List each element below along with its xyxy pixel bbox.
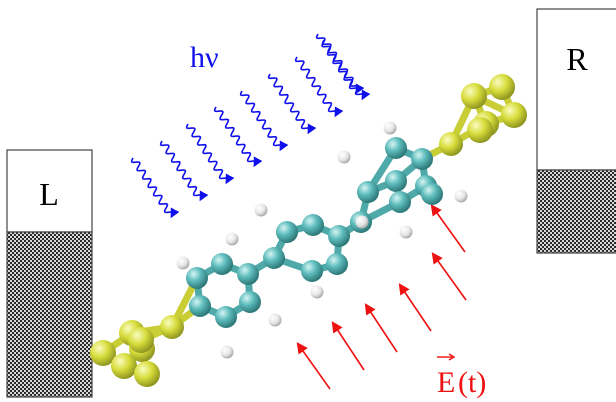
gold-atom xyxy=(461,83,487,109)
photon-wave xyxy=(159,140,209,202)
carbon-atom xyxy=(186,267,208,289)
hydrogen-atom xyxy=(337,150,351,164)
carbon-atom xyxy=(421,183,443,205)
photon-wave xyxy=(185,123,235,185)
carbon-atom xyxy=(389,191,411,213)
hydrogen-atom xyxy=(355,215,369,229)
photon-wave xyxy=(267,73,317,135)
photon-label: hν xyxy=(190,41,219,74)
gold-atom xyxy=(489,74,515,100)
carbon-atom xyxy=(302,214,324,236)
carbon-atom xyxy=(263,247,285,269)
hydrogen-atom xyxy=(254,203,268,217)
field-arrows xyxy=(296,204,467,390)
gold-atom xyxy=(128,327,154,353)
hydrogen-atom xyxy=(383,121,397,135)
molecule xyxy=(90,74,527,387)
carbon-atom xyxy=(328,225,350,247)
hydrogen-atom xyxy=(225,232,239,246)
hydrogen-atom xyxy=(399,225,413,239)
sulfur-atom xyxy=(439,132,463,156)
field-arrow xyxy=(430,204,466,253)
field-arrow xyxy=(331,321,365,371)
field-arrow xyxy=(431,252,467,301)
hydrogen-atom xyxy=(310,285,324,299)
hydrogen-atom xyxy=(454,189,468,203)
right-electrode: R xyxy=(536,8,616,254)
carbon-atom xyxy=(301,260,323,282)
hydrogen-atom xyxy=(176,256,190,270)
carbon-atom xyxy=(239,291,261,313)
field-arrow xyxy=(296,342,331,390)
carbon-atom xyxy=(237,263,259,285)
right-electrode-label: R xyxy=(566,41,588,77)
sulfur-atom xyxy=(160,315,184,339)
gold-atom xyxy=(134,361,160,387)
carbon-atom xyxy=(357,181,379,203)
photon-wave xyxy=(213,106,263,168)
field-label: E (t) xyxy=(437,353,486,399)
photon-wave xyxy=(130,157,180,219)
carbon-atom xyxy=(215,306,237,328)
left-electrode: L xyxy=(6,149,93,398)
left-electrode-body xyxy=(6,231,93,398)
gold-atom xyxy=(501,102,527,128)
photon-wave xyxy=(239,90,289,152)
photon-wave xyxy=(294,56,344,118)
carbon-atom xyxy=(385,137,407,159)
left-electrode-label: L xyxy=(39,176,59,212)
hydrogen-atom xyxy=(220,345,234,359)
photon-wave xyxy=(315,33,365,95)
carbon-atom xyxy=(326,253,348,275)
field-symbol: E xyxy=(437,366,455,399)
gold-atom xyxy=(111,353,137,379)
carbon-atom xyxy=(276,221,298,243)
molecule-atoms xyxy=(90,74,527,387)
carbon-atom xyxy=(211,253,233,275)
carbon-atom xyxy=(385,170,407,192)
gold-atom xyxy=(90,340,116,366)
field-arrow xyxy=(364,303,398,353)
carbon-atom xyxy=(411,148,433,170)
carbon-atom xyxy=(189,295,211,317)
hydrogen-atom xyxy=(268,313,282,327)
photon-waves xyxy=(130,33,371,219)
right-electrode-body xyxy=(536,169,616,254)
field-argument: (t) xyxy=(458,366,486,399)
right-electrode-label-box xyxy=(536,8,616,171)
gold-atom xyxy=(467,117,493,143)
field-arrow xyxy=(398,283,432,332)
left-electrode-label-box xyxy=(6,149,93,233)
